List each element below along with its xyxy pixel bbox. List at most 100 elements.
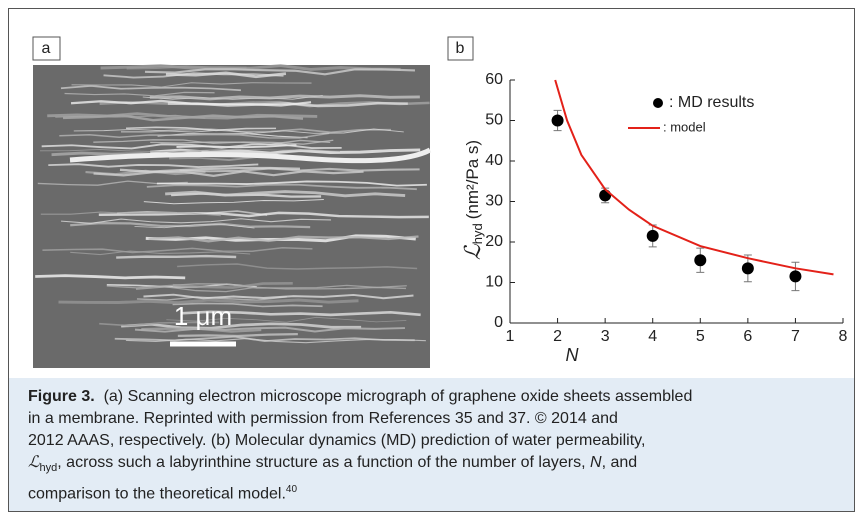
sem-streak bbox=[106, 283, 407, 289]
sem-streak bbox=[61, 218, 332, 224]
panel-label-box bbox=[447, 36, 474, 61]
panel-label: a bbox=[42, 40, 51, 57]
sem-streak bbox=[40, 211, 221, 217]
x-tick-label: 3 bbox=[601, 328, 610, 345]
caption-symbol: ℒ bbox=[28, 454, 40, 471]
sem-streak bbox=[177, 263, 418, 270]
caption-text: comparison to the theoretical model. bbox=[28, 485, 286, 503]
sem-streak bbox=[71, 82, 312, 88]
y-tick-label: 30 bbox=[485, 193, 503, 210]
figure-frame bbox=[8, 8, 855, 512]
sem-streak bbox=[166, 316, 407, 323]
sem-streak bbox=[116, 254, 237, 259]
sem-streak bbox=[100, 64, 401, 71]
data-point bbox=[551, 114, 564, 127]
y-tick-label: 10 bbox=[485, 274, 503, 291]
sem-streak bbox=[59, 132, 330, 139]
sem-streak bbox=[99, 321, 220, 327]
sem-streak bbox=[73, 128, 404, 134]
sem-streak bbox=[93, 139, 334, 145]
sem-streak bbox=[39, 149, 341, 153]
caption-label: Figure 3. bbox=[28, 388, 95, 405]
data-point bbox=[789, 270, 802, 283]
caption-text: 2012 AAAS, respectively. (b) Molecular d… bbox=[28, 432, 646, 449]
scale-bar-label: 1 μm bbox=[174, 301, 232, 331]
caption-line: Figure 3. (a) Scanning electron microsco… bbox=[28, 386, 854, 408]
sem-streak bbox=[103, 72, 284, 79]
legend-label: : MD results bbox=[669, 94, 754, 111]
figure: a 1 μm b N ℒhyd (nm²/Pa s) 0 10 20 30 40 50 60 1… bbox=[32, 36, 848, 368]
data-point bbox=[694, 254, 707, 267]
sem-streak bbox=[119, 166, 301, 173]
caption-reference: 40 bbox=[285, 484, 298, 496]
sem-streak bbox=[172, 282, 293, 289]
sem-streak bbox=[156, 180, 427, 187]
sem-streak bbox=[157, 133, 308, 139]
caption-text: , and bbox=[601, 454, 638, 471]
y-tick-label: 60 bbox=[485, 71, 503, 88]
sem-streak bbox=[142, 95, 323, 100]
sem-streak bbox=[165, 71, 287, 79]
sem-streak bbox=[143, 199, 324, 205]
sem-streak bbox=[134, 326, 405, 333]
panel-label: b bbox=[456, 40, 465, 57]
data-point bbox=[599, 189, 612, 202]
x-tick-label: 6 bbox=[743, 328, 752, 345]
caption-text: (a) Scanning electron microscope microgr… bbox=[103, 388, 693, 405]
y-tick-label: 40 bbox=[485, 152, 503, 169]
sem-streak bbox=[69, 147, 432, 164]
data-point bbox=[646, 229, 659, 242]
sem-streak bbox=[70, 250, 251, 256]
y-axis-label: ℒhyd (nm²/Pa s) bbox=[460, 140, 486, 260]
caption-subscript: hyd bbox=[39, 462, 58, 475]
sem-streak bbox=[60, 85, 242, 92]
sem-streak bbox=[93, 170, 364, 178]
sem-streak bbox=[149, 94, 420, 101]
sem-streak bbox=[70, 99, 312, 107]
sem-streak bbox=[48, 163, 259, 168]
sem-streak bbox=[180, 310, 421, 317]
legend-marker bbox=[653, 98, 663, 108]
sem-streak bbox=[98, 211, 429, 219]
model-line bbox=[554, 79, 834, 276]
sem-streak bbox=[150, 139, 331, 145]
sem-streak bbox=[47, 112, 318, 120]
sem-streak bbox=[58, 298, 359, 305]
sem-streak bbox=[114, 335, 415, 343]
caption-line: ℒhyd, across such a labyrinthine structu… bbox=[28, 452, 854, 479]
sem-streak bbox=[179, 167, 420, 173]
sem-streak bbox=[42, 246, 313, 254]
sem-streak bbox=[165, 190, 406, 198]
x-axis-label: N bbox=[566, 345, 580, 365]
panel-label-box bbox=[32, 36, 61, 61]
sem-streak bbox=[126, 126, 277, 132]
sem-texture bbox=[35, 64, 432, 344]
y-label-unit: (nm²/Pa s) bbox=[463, 140, 482, 219]
caption-italic: N bbox=[590, 454, 602, 471]
y-tick-label: 0 bbox=[494, 314, 503, 331]
x-tick-label: 1 bbox=[506, 328, 515, 345]
sem-streak bbox=[125, 338, 426, 344]
x-tick-label: 8 bbox=[839, 328, 848, 345]
sem-streak bbox=[144, 68, 416, 76]
data-point bbox=[741, 262, 754, 275]
x-tick-label: 7 bbox=[791, 328, 800, 345]
x-tick-label: 5 bbox=[696, 328, 705, 345]
sem-streak bbox=[41, 143, 342, 150]
sem-streak bbox=[176, 143, 297, 149]
sem-streak bbox=[177, 332, 298, 338]
y-label-subscript: hyd bbox=[470, 223, 485, 244]
sem-streak bbox=[146, 183, 417, 191]
sem-streak bbox=[134, 224, 255, 229]
legend-label: : model bbox=[663, 119, 706, 134]
y-tick-label: 50 bbox=[485, 112, 503, 129]
sem-streak bbox=[35, 274, 186, 280]
y-label-symbol: ℒ bbox=[460, 243, 485, 260]
y-tick-label: 20 bbox=[485, 233, 503, 250]
caption-text: in a membrane. Reprinted with permission… bbox=[28, 410, 618, 427]
caption-text: , across such a labyrinthine structure a… bbox=[57, 454, 590, 471]
caption-line: comparison to the theoretical model.40 bbox=[28, 479, 854, 505]
sem-streak bbox=[121, 322, 362, 330]
sem-streak bbox=[70, 221, 311, 229]
